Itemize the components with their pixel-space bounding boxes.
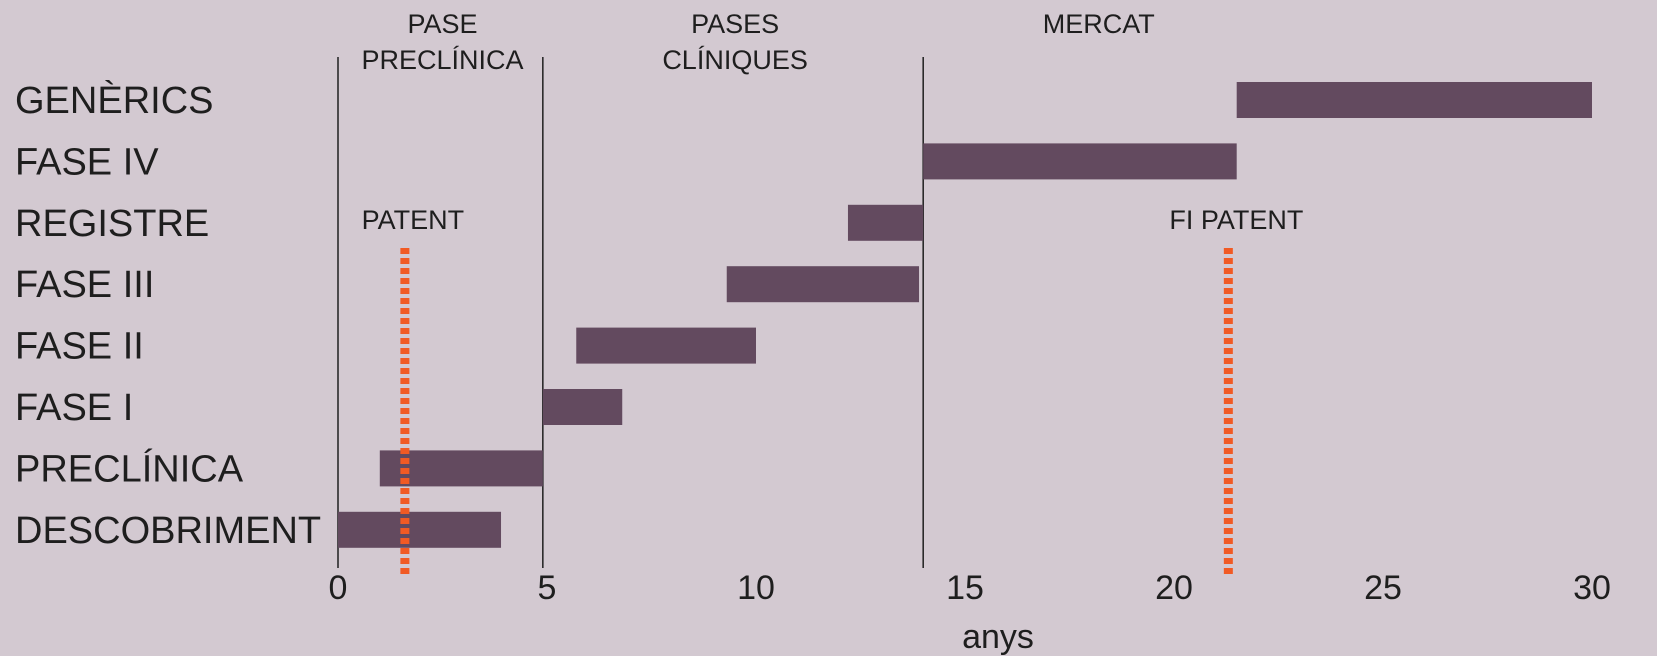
- phase-label: PASE: [407, 9, 477, 39]
- category-labels: GENÈRICS FASE IV REGISTRE FASE III FASE II FA…: [15, 79, 321, 552]
- category-label: FASE II: [15, 326, 144, 368]
- phase-label: CLÍNIQUES: [662, 45, 808, 75]
- bars: [338, 82, 1592, 548]
- category-label: FASE I: [15, 387, 133, 429]
- x-tick-label: 5: [538, 569, 557, 607]
- bar: [576, 327, 756, 364]
- x-tick-label: 0: [329, 569, 348, 607]
- patent-lines: [400, 248, 1233, 574]
- category-label: PRECLÍNICA: [15, 447, 244, 490]
- category-label: REGISTRE: [15, 203, 209, 245]
- phase-labels: PASE PRECLÍNICA PASES CLÍNIQUES MERCAT: [361, 9, 1154, 75]
- bar: [847, 204, 924, 241]
- category-label: FASE IV: [15, 141, 159, 183]
- category-label: FASE III: [15, 264, 154, 306]
- annotation-labels: PATENT FI PATENT: [362, 205, 1304, 235]
- x-tick-label: 25: [1364, 569, 1402, 607]
- category-label: GENÈRICS: [15, 79, 213, 122]
- phase-label: PRECLÍNICA: [361, 45, 523, 75]
- x-tick-label: 15: [946, 569, 984, 607]
- x-tick-label: 10: [737, 569, 775, 607]
- bar: [542, 389, 623, 425]
- phase-label: MERCAT: [1043, 9, 1155, 39]
- annotation-label: FI PATENT: [1169, 205, 1303, 235]
- category-label: DESCOBRIMENT: [15, 510, 321, 552]
- bar: [726, 266, 920, 303]
- phase-label: PASES: [691, 9, 779, 39]
- x-tick-label: 30: [1573, 569, 1611, 607]
- annotation-label: PATENT: [362, 205, 465, 235]
- bar: [923, 143, 1237, 180]
- x-axis-label: anys: [962, 618, 1034, 656]
- x-tick-label: 20: [1155, 569, 1193, 607]
- bar: [338, 511, 502, 548]
- phase-dividers: [337, 57, 925, 568]
- bar: [1236, 82, 1592, 118]
- x-tick-labels: 0 5 10 15 20 25 30: [329, 569, 1611, 607]
